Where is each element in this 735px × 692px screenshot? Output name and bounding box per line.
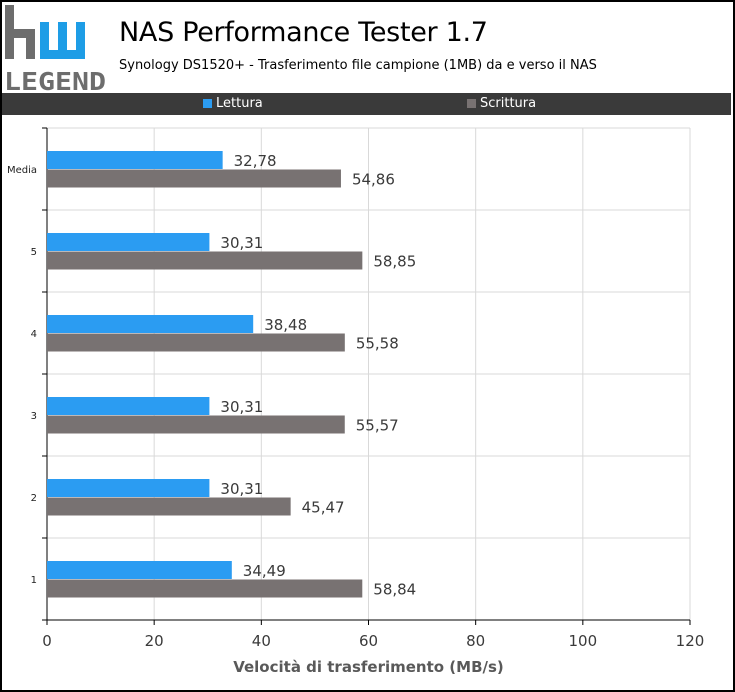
bar-lettura: [47, 233, 210, 251]
x-tick-label: 60: [359, 632, 378, 650]
legend-label-lettura: Lettura: [216, 96, 263, 111]
bar-scrittura: [47, 333, 345, 352]
y-category-label: 1: [31, 575, 37, 586]
data-label-scrittura: 54,86: [352, 171, 395, 189]
x-tick-label: 100: [569, 632, 598, 650]
x-tick-label: 0: [42, 632, 52, 650]
data-label-lettura: 32,78: [234, 152, 277, 170]
data-label-lettura: 34,49: [243, 562, 286, 580]
bar-scrittura: [47, 579, 363, 598]
bar-scrittura: [47, 251, 363, 270]
data-label-lettura: 30,31: [220, 234, 263, 252]
bar-scrittura: [47, 169, 341, 188]
legend-label-scrittura: Scrittura: [480, 96, 537, 111]
legend-item-scrittura: Scrittura: [467, 96, 536, 111]
chart-subtitle: Synology DS1520+ - Trasferimento file ca…: [119, 58, 597, 73]
x-tick-label: 80: [466, 632, 485, 650]
bar-scrittura: [47, 497, 291, 516]
hw-legend-logo: LEGEND: [4, 5, 106, 92]
x-tick-label: 20: [145, 632, 164, 650]
legend: Lettura Scrittura: [2, 93, 731, 115]
data-label-lettura: 30,31: [220, 480, 263, 498]
data-label-scrittura: 58,85: [373, 253, 416, 271]
data-label-scrittura: 55,58: [356, 335, 399, 353]
x-axis-title: Velocità di trasferimento (MB/s): [233, 658, 504, 676]
y-category-label: 2: [31, 493, 37, 504]
bar-lettura: [47, 315, 254, 333]
bar-lettura: [47, 561, 232, 579]
y-category-label: 5: [31, 247, 37, 258]
bar-lettura: [47, 151, 223, 169]
legend-swatch-lettura: [203, 99, 212, 108]
y-category-label: 4: [31, 329, 37, 340]
bar-lettura: [47, 479, 210, 497]
svg-text:LEGEND: LEGEND: [4, 67, 106, 92]
y-category-label: 3: [31, 411, 37, 422]
legend-item-lettura: Lettura: [203, 96, 263, 111]
bar-lettura: [47, 397, 210, 415]
x-tick-label: 40: [252, 632, 271, 650]
data-label-scrittura: 55,57: [356, 417, 399, 435]
data-label-lettura: 38,48: [264, 316, 307, 334]
data-label-scrittura: 45,47: [302, 499, 345, 517]
chart-title: NAS Performance Tester 1.7: [119, 17, 488, 48]
legend-swatch-scrittura: [467, 99, 476, 108]
x-tick-label: 120: [676, 632, 705, 650]
data-label-lettura: 30,31: [220, 398, 263, 416]
y-category-label: Media: [7, 165, 37, 176]
bar-scrittura: [47, 415, 345, 434]
data-label-scrittura: 58,84: [373, 581, 416, 599]
